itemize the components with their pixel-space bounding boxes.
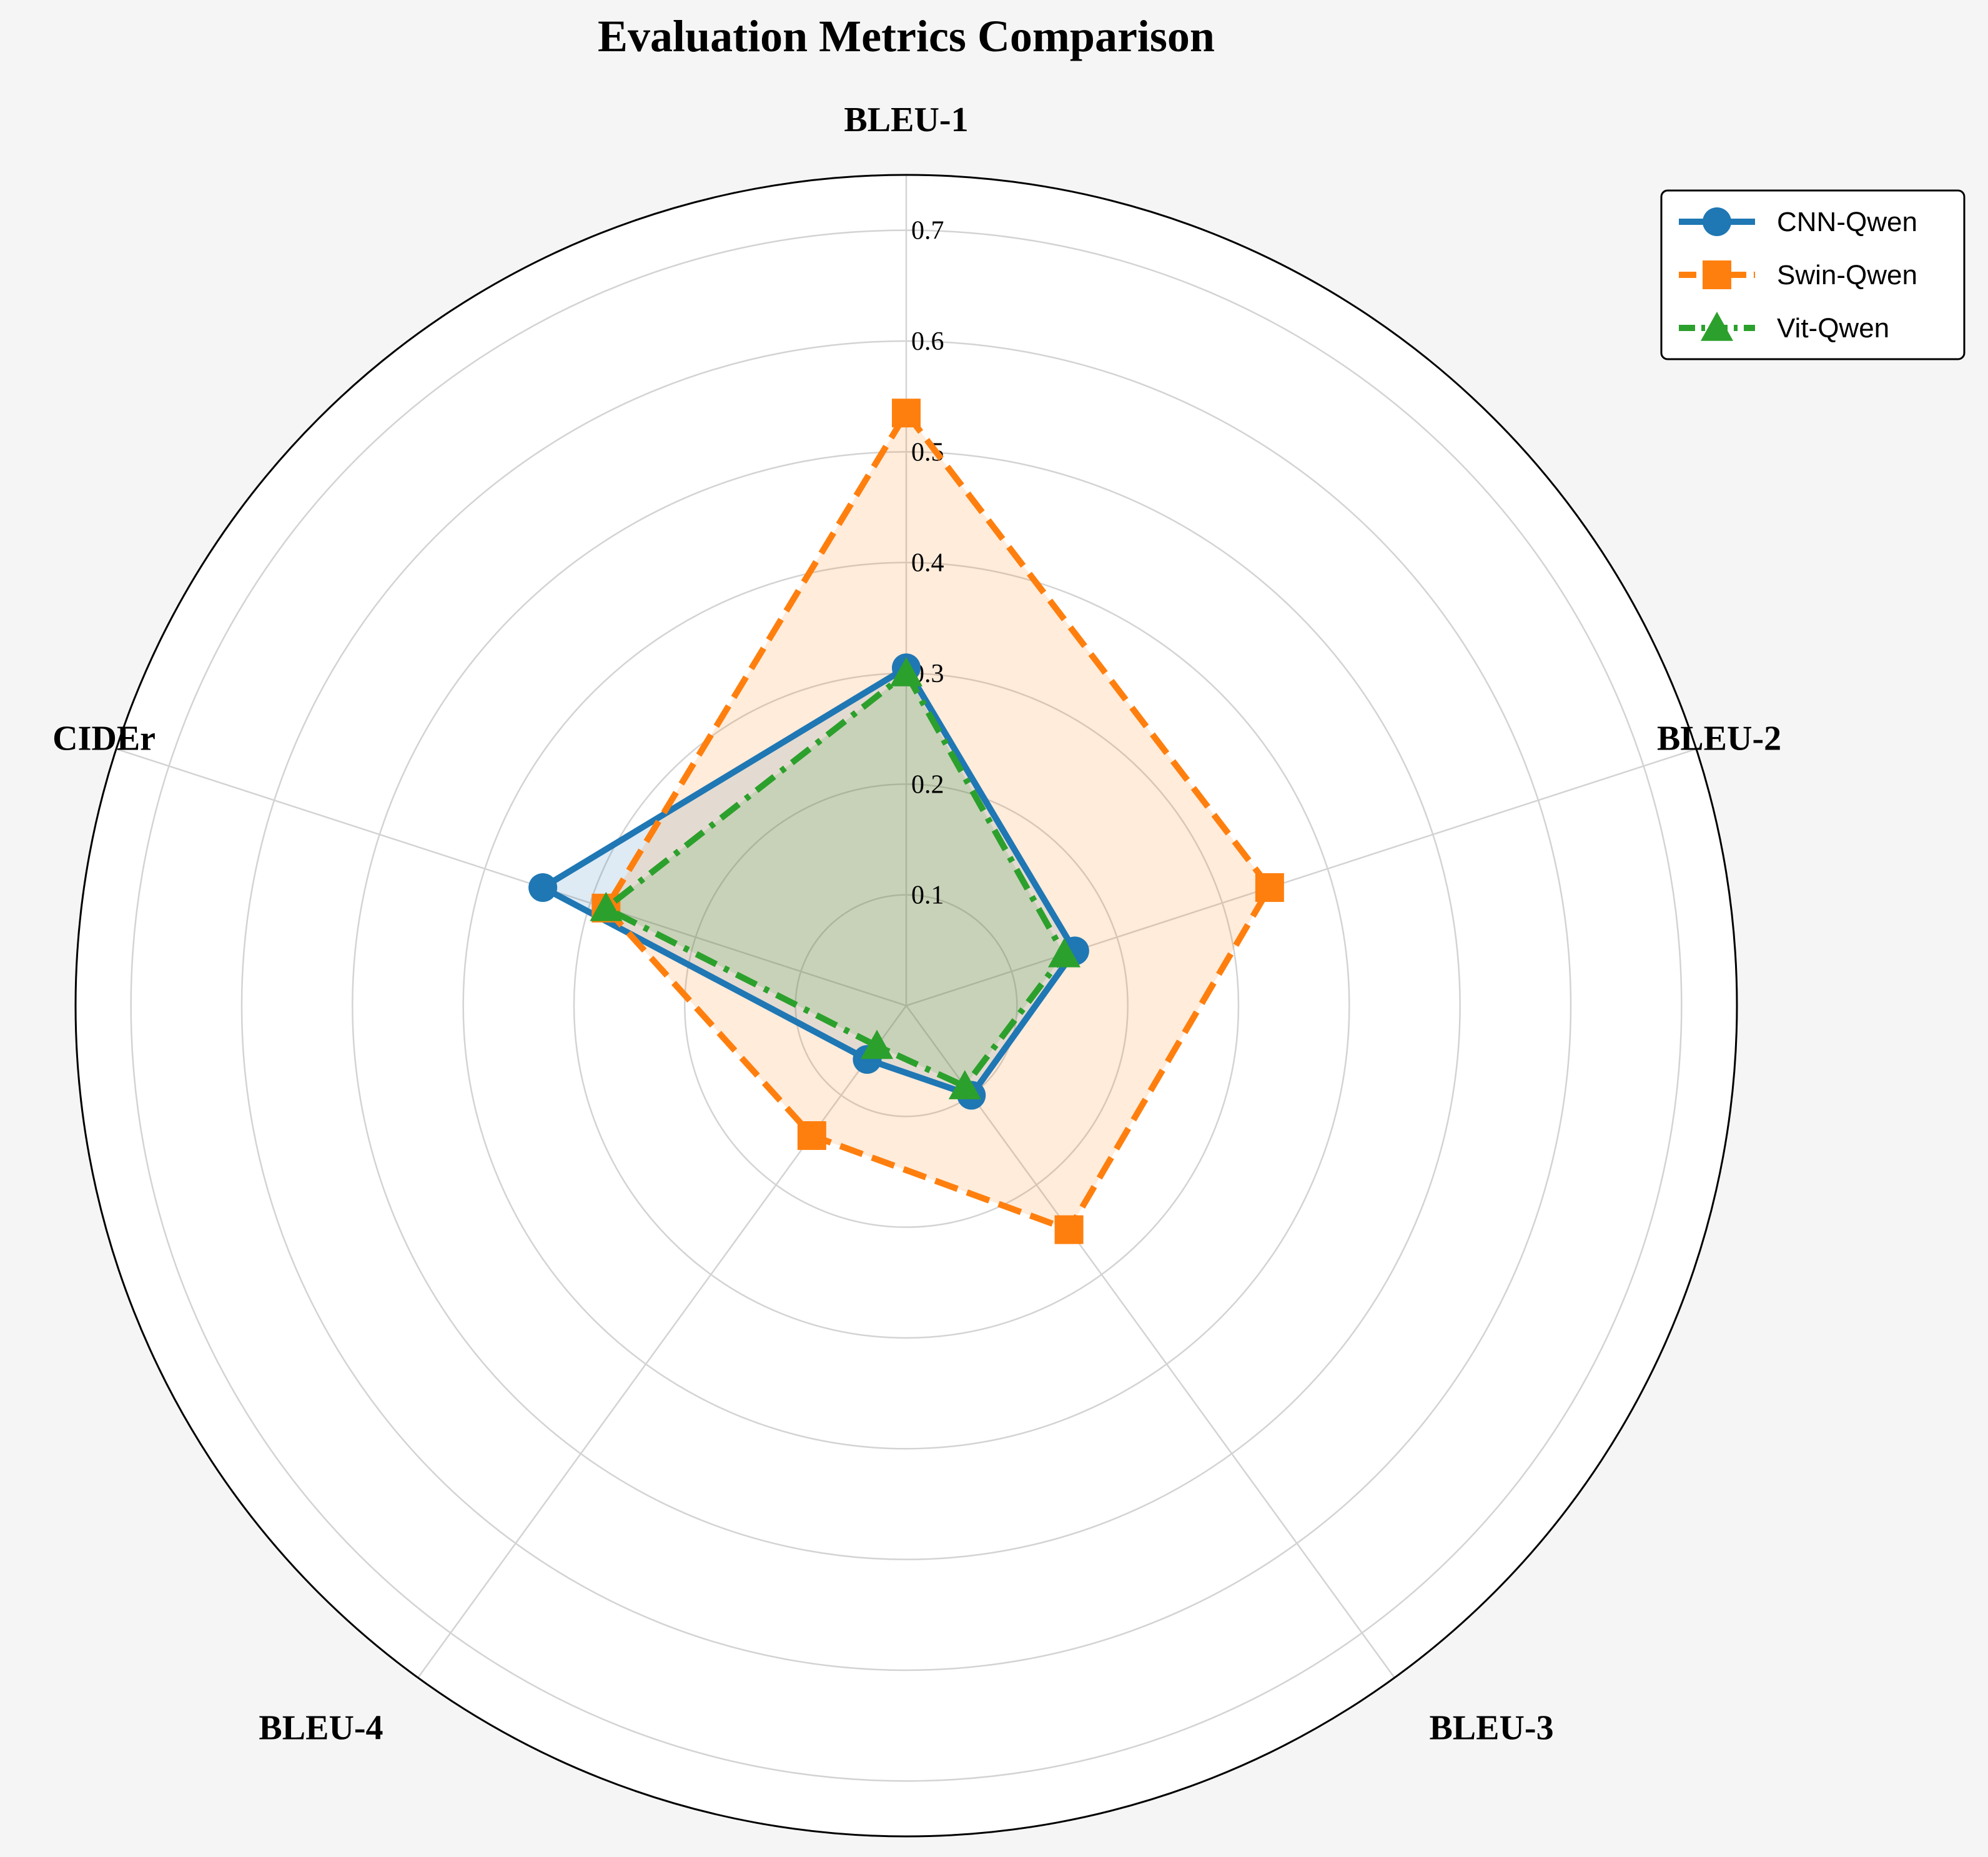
axis-label-bleu-4: BLEU-4 <box>259 1709 383 1748</box>
axis-label-cider: CIDEr <box>52 719 156 758</box>
series-line-1 <box>540 665 1078 1099</box>
grid-spoke-4 <box>417 1005 907 1678</box>
series-line-2 <box>603 410 1273 1233</box>
series-fill-1 <box>543 668 1075 1096</box>
axis-label-bleu-1: BLEU-1 <box>844 101 968 139</box>
series-3-point-4 <box>861 1029 894 1059</box>
legend-label-1: CNN-Qwen <box>1777 207 1917 237</box>
legend-label-2: Swin-Qwen <box>1777 260 1917 290</box>
axis-label-bleu-3: BLEU-3 <box>1429 1709 1553 1748</box>
grid-spoke-5 <box>116 748 907 1007</box>
series-2-point-1 <box>892 399 921 428</box>
legend-marker-1 <box>1703 207 1731 236</box>
series-2-point-2 <box>1255 873 1284 902</box>
radial-tick-label: 0.6 <box>911 327 944 356</box>
radial-tick-label: 0.4 <box>911 549 944 578</box>
series-fill-3 <box>606 673 1064 1087</box>
chart-title: Evaluation Metrics Comparison <box>598 11 1215 61</box>
series-3-point-1 <box>890 657 922 686</box>
grid-spoke-3 <box>905 1005 1395 1678</box>
legend-marker-3 <box>1701 312 1733 341</box>
radial-tick-label: 0.7 <box>911 217 944 245</box>
grid-spoke-2 <box>906 748 1697 1007</box>
legend-box <box>1660 189 1966 360</box>
series-2-point-3 <box>1054 1215 1084 1244</box>
series-line-3 <box>603 670 1067 1090</box>
axis-label-bleu-2: BLEU-2 <box>1657 719 1781 758</box>
legend-label-3: Vit-Qwen <box>1777 313 1889 344</box>
series-3-point-2 <box>1047 938 1081 968</box>
series-1-point-5 <box>528 873 558 902</box>
series-2-point-4 <box>797 1121 826 1151</box>
series-3-point-3 <box>948 1070 981 1099</box>
plot-area: 0.10.20.30.40.50.60.7BLEU-1BLEU-2BLEU-3B… <box>52 101 1781 1838</box>
polar-frame <box>74 174 1738 1838</box>
series-fill-2 <box>606 413 1270 1230</box>
legend-marker-2 <box>1703 260 1731 289</box>
radial-tick-label: 0.1 <box>911 881 944 910</box>
legend: CNN-Qwen Swin-Qwen Vit-Qwen <box>1660 189 1966 360</box>
radial-tick-label: 0.2 <box>911 770 944 799</box>
series-3-point-5 <box>590 891 623 921</box>
